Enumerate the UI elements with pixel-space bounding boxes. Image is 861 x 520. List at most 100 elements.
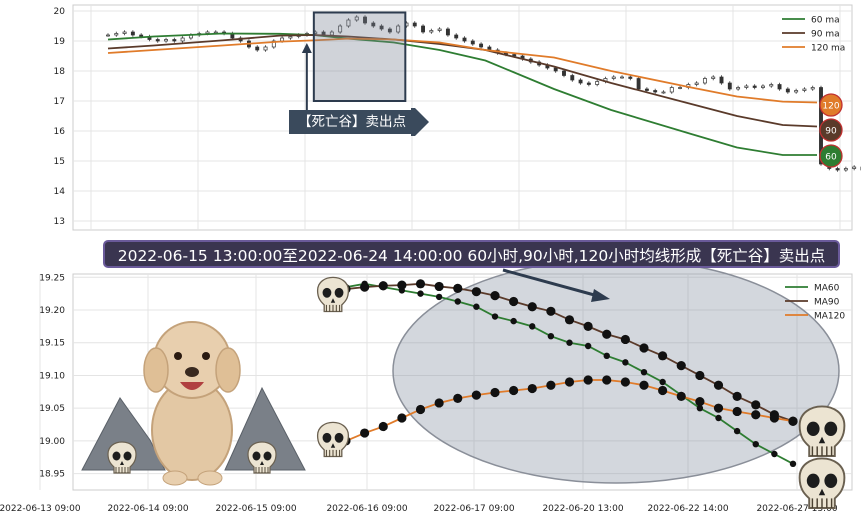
bottom-ma-point [435, 293, 443, 301]
candle-body [130, 31, 135, 36]
skull-illustration-right-icon [247, 441, 277, 474]
bottom-ma-point [510, 317, 517, 325]
bottom-ma-point [583, 321, 593, 331]
death-valley-banner: 2022-06-15 13:00:00至2022-06-24 14:00:00 … [103, 240, 840, 268]
skull-nose [330, 298, 336, 303]
skull-illustration-left-icon [107, 441, 137, 474]
skull-eye [806, 473, 820, 488]
banner-pointer-head [591, 289, 610, 302]
candle-body [644, 88, 649, 91]
top-legend-label: 120 ma [811, 44, 845, 54]
bottom-y-tick-label: 19.25 [39, 273, 65, 283]
bottom-ma-point [546, 306, 556, 316]
bottom-ma-point [789, 460, 797, 468]
bottom-ma-point [490, 291, 500, 301]
bottom-ma-point [583, 375, 593, 385]
bottom-y-tick-label: 18.95 [39, 470, 65, 480]
bottom-ma-point [527, 383, 537, 394]
skull-eye [334, 287, 344, 298]
bottom-ma-point [509, 296, 519, 307]
candle-body [719, 76, 724, 84]
candle-body [761, 85, 765, 88]
candle-body [653, 90, 658, 93]
bottom-ma-point [378, 421, 388, 432]
end-label-circle [819, 118, 843, 142]
candle-body [678, 87, 683, 89]
candle-body [736, 87, 741, 90]
candle-body [769, 84, 774, 87]
candle-body [479, 43, 484, 48]
bottom-ma-point [752, 440, 759, 448]
candle-body [429, 30, 434, 33]
death-valley-box [312, 11, 407, 102]
candle-body [636, 78, 641, 90]
bottom-legend-label: MA60 [814, 284, 840, 294]
bottom-ma-point [490, 387, 500, 398]
top-ma-line-2 [107, 34, 818, 128]
candle-body [346, 19, 351, 27]
skull-nose [120, 461, 124, 465]
skull-eye [824, 473, 838, 488]
candle-body [777, 84, 782, 90]
candle-body [122, 31, 127, 34]
top-y-tick-label: 15 [54, 157, 65, 167]
bottom-ma-point [620, 377, 630, 387]
candle-body [263, 46, 268, 51]
bottom-ma-point [527, 302, 537, 312]
candle-body [155, 39, 160, 42]
dog-nose [185, 367, 199, 377]
bottom-ma-point [564, 315, 575, 325]
mountain-left [81, 397, 166, 471]
candle-body [396, 25, 401, 33]
dog-paw [197, 470, 223, 486]
bottom-ma-point [713, 380, 724, 390]
end-label-text: 90 [825, 127, 837, 137]
candle-body [164, 39, 168, 42]
bottom-ma-point [622, 359, 629, 366]
bottom-legend: MA60 MA90 MA120 [785, 284, 845, 322]
up-arrow-head [301, 43, 312, 53]
bottom-ma-point [415, 404, 426, 415]
candle-body [470, 40, 475, 45]
bottom-x-tick-label: 2022-06-22 14:00 [647, 504, 728, 514]
skull-head [107, 441, 137, 474]
candle-body [114, 33, 119, 36]
skull-eye [252, 451, 261, 461]
candle-body [421, 25, 425, 33]
bottom-ma-point [378, 281, 388, 291]
top-y-tick-label: 18 [54, 67, 66, 77]
bottom-ma-point [453, 283, 463, 293]
candle-body [354, 16, 359, 21]
bottom-y-tick-label: 19.05 [39, 404, 65, 414]
candle-body [387, 28, 392, 33]
candle-body [462, 37, 467, 42]
bottom-ma-point [417, 290, 424, 297]
candle-body [586, 82, 591, 85]
top-legend-label: 90 ma [811, 30, 840, 40]
skull-eye [334, 432, 344, 443]
skull-eye [806, 421, 820, 436]
end-label-text: 120 [822, 102, 839, 112]
skull-nose [818, 488, 826, 496]
candle-body [271, 40, 276, 48]
skull-head [798, 405, 846, 457]
bottom-ma-point [769, 413, 779, 423]
bottom-ma-point [751, 400, 761, 410]
bottom-x-tick-label: 2022-06-17 09:00 [433, 504, 514, 514]
bottom-x-tick-label: 2022-06-16 09:00 [326, 504, 407, 514]
bottom-ma-point [751, 410, 761, 420]
bottom-ma-point [695, 397, 705, 407]
skull-bottom-left-icon [316, 421, 350, 458]
bottom-ma-point [415, 279, 426, 289]
skull-eye [322, 432, 332, 443]
bottom-ma-point [733, 427, 741, 435]
bottom-ma-point [529, 323, 536, 330]
skull-nose [330, 443, 336, 448]
candle-body [802, 88, 807, 91]
bottom-ma-point [639, 343, 649, 353]
bottom-ma-point [658, 385, 668, 396]
bottom-ma-point [659, 378, 666, 386]
bottom-ma-point [732, 391, 742, 401]
bottom-y-tick-label: 19.00 [39, 437, 65, 447]
bottom-legend-label: MA90 [814, 298, 840, 308]
